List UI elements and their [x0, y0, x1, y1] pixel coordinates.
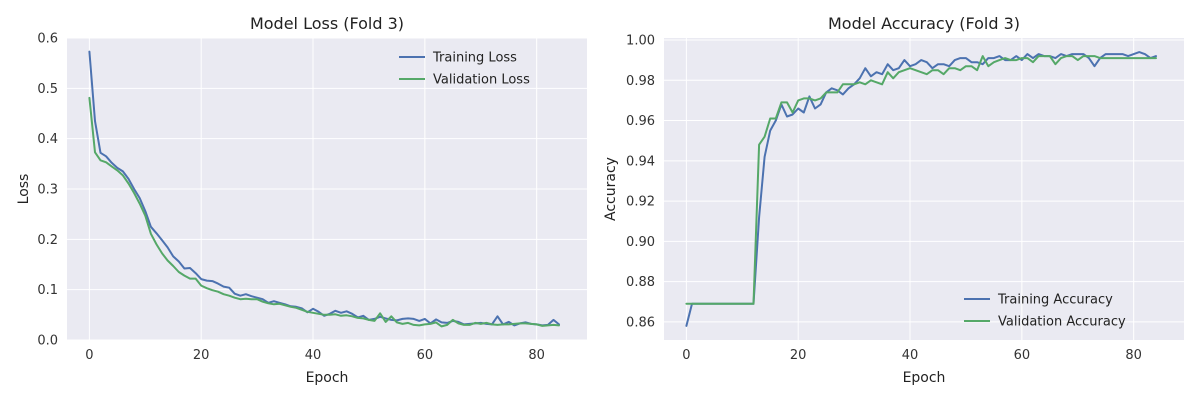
loss-y-tick-label: 0.1 — [37, 283, 58, 298]
accuracy-legend-label: Training Accuracy — [997, 293, 1113, 308]
loss-legend-label: Validation Loss — [433, 73, 530, 88]
accuracy-x-axis-label: Epoch — [903, 370, 946, 386]
loss-y-tick-label: 0.2 — [37, 233, 58, 248]
loss-x-axis-label: Epoch — [306, 370, 349, 386]
loss-x-tick-label: 20 — [193, 348, 210, 363]
loss-chart-panel: 0 20 40 60 80 0.0 0.1 0.2 0.3 0.4 0.5 0.6 Model Loss… — [16, 14, 587, 386]
accuracy-legend-label: Validation Accuracy — [998, 315, 1126, 330]
accuracy-x-tick-label: 0 — [682, 348, 690, 363]
loss-y-tick-label: 0.3 — [37, 183, 58, 198]
accuracy-y-tick-label: 0.92 — [626, 195, 655, 210]
loss-x-tick-label: 60 — [417, 348, 434, 363]
loss-x-tick-label: 80 — [528, 348, 545, 363]
accuracy-y-tick-label: 0.90 — [626, 235, 655, 250]
accuracy-series-training-line — [685, 51, 1157, 327]
accuracy-series-validation-line — [685, 55, 1157, 305]
accuracy-chart-panel: 0 20 40 60 80 0.86 0.88 0.90 0.92 0.94 0.96 0.98 1.0… — [603, 14, 1184, 386]
loss-legend: Training Loss Validation Loss — [399, 51, 530, 88]
accuracy-x-tick-label: 20 — [790, 348, 807, 363]
accuracy-y-tick-label: 0.86 — [626, 315, 655, 330]
accuracy-y-axis-label: Accuracy — [603, 157, 619, 221]
loss-y-tick-label: 0.6 — [37, 32, 58, 47]
accuracy-x-tick-label: 60 — [1014, 348, 1031, 363]
loss-series-validation-line — [88, 96, 560, 328]
accuracy-x-tick-label: 40 — [902, 348, 919, 363]
loss-x-tick-label: 0 — [85, 348, 93, 363]
accuracy-chart-title: Model Accuracy (Fold 3) — [828, 14, 1020, 33]
accuracy-x-tick-label: 80 — [1125, 348, 1142, 363]
accuracy-plot-area — [664, 38, 1184, 340]
loss-x-tick-label: 40 — [305, 348, 322, 363]
loss-y-tick-label: 0.0 — [37, 334, 58, 349]
accuracy-y-tick-label: 1.00 — [626, 34, 655, 49]
accuracy-y-tick-label: 0.96 — [626, 114, 655, 129]
loss-y-tick-label: 0.5 — [37, 82, 58, 97]
loss-y-axis-label: Loss — [16, 174, 32, 205]
accuracy-y-tick-label: 0.98 — [626, 74, 655, 89]
accuracy-y-tick-label: 0.94 — [626, 154, 655, 169]
loss-y-tick-label: 0.4 — [37, 132, 58, 147]
accuracy-legend: Training Accuracy Validation Accuracy — [964, 293, 1126, 330]
accuracy-y-tick-label: 0.88 — [626, 275, 655, 290]
loss-chart-title: Model Loss (Fold 3) — [250, 14, 404, 33]
loss-legend-label: Training Loss — [432, 51, 517, 66]
